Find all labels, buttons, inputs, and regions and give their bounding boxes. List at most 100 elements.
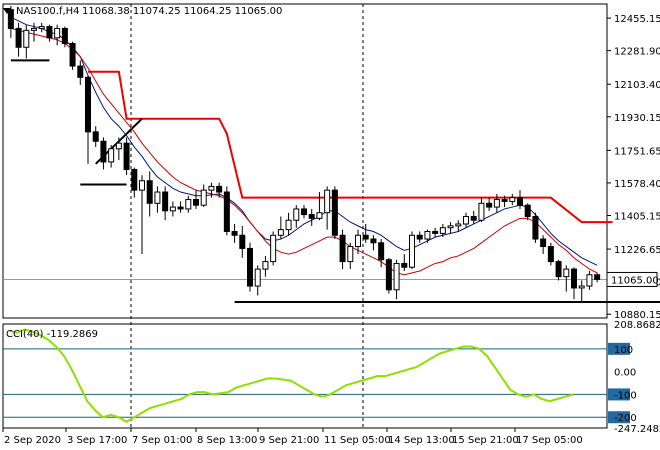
candle-body bbox=[146, 180, 153, 204]
candle-body bbox=[370, 238, 377, 244]
candle-body bbox=[254, 268, 261, 287]
candle-body bbox=[432, 231, 439, 234]
moving-average-slow bbox=[10, 27, 598, 276]
symbol-info: NAS100.f,H4 bbox=[16, 6, 80, 17]
candle-body bbox=[77, 65, 84, 78]
candle-body bbox=[270, 234, 277, 263]
candle-body bbox=[301, 208, 307, 216]
candle-body bbox=[131, 168, 138, 191]
candle-body bbox=[277, 229, 284, 236]
candle-body bbox=[185, 199, 192, 210]
candle-body bbox=[38, 26, 45, 29]
cci-pane[interactable] bbox=[3, 328, 607, 423]
cci-label: CCI(40) -119.2869 bbox=[6, 329, 98, 340]
price-tick-label: 12455.15 bbox=[614, 14, 660, 25]
candle-body bbox=[563, 268, 570, 278]
candle-body bbox=[378, 242, 385, 261]
candle-body bbox=[493, 199, 500, 208]
candle-body bbox=[339, 234, 346, 263]
candle-body bbox=[262, 261, 269, 270]
time-tick-label: 3 Sep 17:00 bbox=[67, 435, 127, 446]
candle-body bbox=[200, 189, 207, 206]
time-tick-label: 17 Sep 05:00 bbox=[516, 435, 583, 446]
candle-body bbox=[308, 214, 315, 219]
candle-body bbox=[139, 180, 145, 191]
main-pane[interactable] bbox=[3, 16, 660, 304]
candle-body bbox=[594, 274, 601, 280]
main-pane-frame bbox=[2, 3, 608, 319]
price-tick-label: 11578.40 bbox=[614, 179, 660, 190]
candle-body bbox=[15, 27, 22, 48]
cci-pane-frame bbox=[2, 323, 608, 429]
candle-body bbox=[409, 234, 415, 268]
candle-body bbox=[355, 234, 361, 248]
moving-average-fast bbox=[10, 16, 598, 266]
candle-body bbox=[31, 27, 37, 31]
candle-body bbox=[385, 259, 392, 291]
candle-body bbox=[247, 247, 253, 287]
candle-body bbox=[169, 206, 176, 212]
candle-body bbox=[524, 204, 531, 217]
candle-body bbox=[162, 191, 169, 212]
candle-body bbox=[223, 191, 230, 233]
candle-body bbox=[23, 29, 30, 48]
candle-body bbox=[316, 212, 323, 219]
resistance-line[interactable] bbox=[88, 70, 613, 224]
candle-body bbox=[100, 140, 107, 163]
candle-body bbox=[463, 215, 469, 225]
cci-tick-label: -200 bbox=[614, 413, 637, 424]
candle-body bbox=[362, 234, 369, 240]
price-tick-label: 11751.65 bbox=[614, 146, 660, 157]
candle-body bbox=[486, 202, 493, 208]
candle-body bbox=[108, 148, 115, 163]
candle-body bbox=[547, 246, 554, 263]
candle-body bbox=[578, 285, 585, 289]
candle-body bbox=[115, 142, 122, 150]
candle-body bbox=[509, 197, 516, 202]
price-tick-label: 11930.15 bbox=[614, 113, 660, 124]
price-tick-label: 11405.15 bbox=[614, 211, 660, 222]
candle-body bbox=[208, 185, 215, 191]
candle-body bbox=[416, 234, 423, 240]
cci-level-badge bbox=[608, 342, 630, 355]
candle-body bbox=[555, 261, 562, 278]
candle-body bbox=[193, 199, 199, 206]
price-tick-label: 12281.90 bbox=[614, 47, 660, 58]
candle-body bbox=[517, 197, 523, 206]
candle-body bbox=[216, 185, 223, 193]
candle-body bbox=[285, 219, 292, 231]
candle-body bbox=[7, 9, 14, 29]
triangle-down-icon[interactable] bbox=[3, 8, 11, 14]
candle-body bbox=[331, 189, 338, 236]
price-tick-label: 12103.40 bbox=[614, 80, 660, 91]
axes: 12455.15 12281.90 12103.40 11930.15 11751.65… bbox=[2, 14, 660, 446]
candle-body bbox=[540, 238, 547, 248]
candle-body bbox=[424, 231, 431, 240]
candle-body bbox=[455, 223, 462, 227]
cci-tick-label: 0.00 bbox=[614, 368, 636, 379]
cci-line bbox=[8, 328, 574, 423]
candle-body bbox=[478, 202, 485, 221]
candle-body bbox=[439, 227, 446, 234]
cci-level-badge bbox=[608, 388, 630, 401]
time-tick-label: 2 Sep 2020 bbox=[4, 435, 61, 446]
candle-body bbox=[154, 191, 161, 204]
candle-body bbox=[293, 208, 300, 221]
time-tick-label: 8 Sep 13:00 bbox=[197, 435, 257, 446]
candle-body bbox=[61, 27, 68, 44]
candle-body bbox=[447, 225, 454, 229]
candle-body bbox=[46, 26, 53, 39]
candle-body bbox=[123, 142, 130, 170]
candle-body bbox=[69, 42, 76, 67]
candle-body bbox=[324, 189, 331, 214]
candle-body bbox=[239, 234, 246, 249]
candle-body bbox=[177, 206, 184, 210]
price-tick-label: 10880.15 bbox=[614, 310, 660, 321]
candle-body bbox=[571, 268, 577, 289]
time-tick-label: 11 Sep 05:00 bbox=[324, 435, 391, 446]
candle-body bbox=[401, 262, 408, 268]
candles bbox=[7, 5, 601, 303]
